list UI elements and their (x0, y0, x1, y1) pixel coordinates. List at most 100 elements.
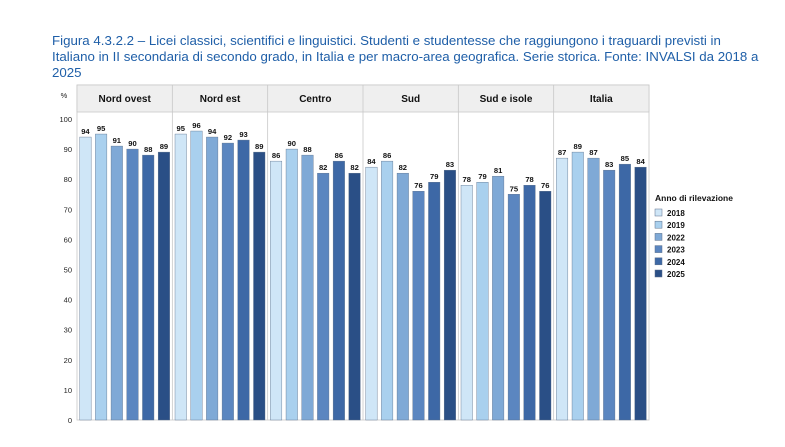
bar (412, 191, 425, 421)
data-label: 90 (288, 139, 296, 148)
y-tick-label: 40 (64, 296, 72, 305)
legend-title: Anno di rilevazione (655, 193, 733, 203)
data-label: 84 (636, 157, 645, 166)
data-label: 95 (97, 124, 106, 133)
legend-swatch (654, 257, 663, 266)
bar (270, 160, 283, 421)
bar (142, 154, 155, 421)
data-label: 89 (255, 142, 263, 151)
legend-label: 2018 (667, 209, 685, 218)
data-label: 92 (224, 133, 232, 142)
group-label: Nord est (200, 94, 241, 105)
bar (618, 163, 631, 421)
bar (126, 148, 139, 421)
data-label: 79 (478, 172, 486, 181)
y-tick-label: 90 (64, 145, 72, 154)
y-tick-label: 70 (64, 205, 72, 214)
chart-caption: Figura 4.3.2.2 – Licei classici, scienti… (52, 33, 759, 80)
bar (396, 172, 409, 421)
data-label: 85 (621, 154, 630, 163)
data-label: 75 (510, 184, 519, 193)
bar (460, 185, 473, 421)
legend-label: 2022 (667, 233, 685, 242)
bar (110, 145, 123, 421)
bar (428, 182, 441, 421)
bar (539, 191, 552, 421)
group-label: Italia (590, 94, 613, 105)
bar (157, 151, 170, 421)
bar (253, 151, 266, 421)
y-tick-label: 80 (64, 175, 72, 184)
y-tick-label: 20 (64, 356, 72, 365)
data-label: 87 (558, 148, 566, 157)
bar (332, 160, 345, 421)
legend-label: 2024 (667, 258, 685, 267)
data-label: 90 (128, 139, 136, 148)
y-tick-label: 60 (64, 235, 72, 244)
data-label: 76 (414, 181, 422, 190)
bar (556, 157, 569, 421)
bar (348, 172, 361, 421)
bar (237, 139, 250, 421)
data-label: 82 (399, 163, 407, 172)
data-label: 76 (541, 181, 549, 190)
bar (79, 136, 92, 421)
data-label: 86 (335, 151, 343, 160)
data-label: 89 (574, 142, 582, 151)
y-tick-label: 100 (59, 115, 72, 124)
bar (174, 133, 187, 421)
data-label: 88 (303, 145, 311, 154)
bar (95, 133, 108, 421)
data-label: 83 (446, 160, 454, 169)
bar (221, 142, 234, 421)
data-label: 95 (177, 124, 186, 133)
data-label: 82 (350, 163, 358, 172)
bar (301, 154, 314, 421)
data-label: 93 (239, 130, 247, 139)
bar (603, 169, 616, 421)
data-label: 78 (463, 175, 471, 184)
legend-swatch (654, 220, 663, 229)
data-label: 82 (319, 163, 327, 172)
data-label: 94 (208, 127, 217, 136)
bar (571, 151, 584, 421)
data-label: 83 (605, 160, 613, 169)
bar (443, 169, 456, 421)
data-label: 87 (589, 148, 597, 157)
legend-label: 2019 (667, 221, 685, 230)
y-tick-label: 50 (64, 266, 72, 275)
data-label: 84 (367, 157, 376, 166)
data-label: 96 (192, 121, 200, 130)
group-label: Centro (299, 94, 331, 105)
bar (190, 130, 203, 421)
data-label: 89 (160, 142, 168, 151)
bar (507, 194, 520, 421)
bar (587, 157, 600, 421)
legend-label: 2025 (667, 270, 685, 279)
legend-swatch (654, 245, 663, 253)
data-label: 91 (113, 136, 122, 145)
y-axis-unit-label: % (61, 91, 68, 100)
legend-swatch (654, 208, 663, 217)
group-label: Nord ovest (99, 94, 152, 105)
group-label: Sud (401, 94, 420, 105)
bar (492, 175, 505, 421)
data-label: 86 (272, 151, 280, 160)
y-tick-label: 30 (64, 326, 72, 335)
data-label: 86 (383, 151, 391, 160)
data-label: 79 (430, 172, 438, 181)
bar (206, 136, 219, 421)
bar (365, 166, 378, 421)
y-tick-label: 10 (64, 386, 72, 395)
legend-swatch (654, 233, 663, 241)
data-label: 88 (144, 145, 152, 154)
bar (634, 166, 647, 421)
bar (285, 148, 298, 421)
data-label: 94 (81, 127, 90, 136)
bar (317, 172, 330, 421)
bar (476, 182, 489, 421)
bar (381, 160, 394, 421)
legend-swatch (654, 269, 663, 278)
bar (523, 185, 536, 421)
